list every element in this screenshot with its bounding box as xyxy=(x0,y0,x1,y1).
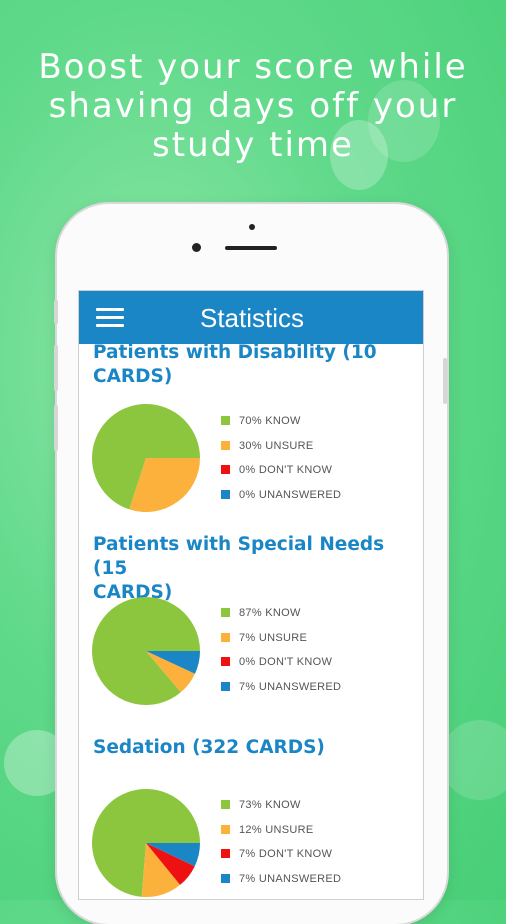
pie-slice-unsure xyxy=(146,651,195,693)
deck-title[interactable]: Patients with Special Needs (15 CARDS) xyxy=(93,533,413,605)
legend-swatch xyxy=(221,489,230,499)
legend-swatch xyxy=(221,800,230,809)
legend-label: 0% UNANSWERED xyxy=(239,488,342,501)
pie-slice-unsure xyxy=(129,458,200,512)
headline-line: study time xyxy=(152,125,354,165)
legend-swatch xyxy=(221,440,230,450)
pie-slice-know xyxy=(91,789,200,897)
app-screen: Statistics Patients with Disability (10 … xyxy=(78,290,424,900)
legend-label: 7% DON'T KNOW xyxy=(239,848,333,861)
phone-power-button xyxy=(443,358,447,404)
pie-slice-know xyxy=(91,404,200,510)
front-camera xyxy=(192,243,201,252)
bokeh-light xyxy=(330,120,388,190)
legend-label: 0% DON'T KNOW xyxy=(239,656,333,669)
headline-line: Boost your score while xyxy=(38,47,468,87)
legend-swatch xyxy=(221,416,230,425)
bokeh-light xyxy=(440,720,506,800)
headline-line: shaving days off your xyxy=(48,86,458,126)
deck-title-line: Patients with Special Needs (15 xyxy=(93,534,385,579)
page-title: Statistics xyxy=(199,303,305,333)
phone-volume-down-button xyxy=(54,405,58,451)
legend-label: 7% UNSURE xyxy=(239,631,308,644)
legend-label: 7% UNANSWERED xyxy=(239,680,342,693)
deck-title-line: CARDS) xyxy=(93,366,173,387)
pie-slice-unanswered xyxy=(146,651,200,674)
deck-title[interactable]: Patients with Disability (10 CARDS) xyxy=(93,341,413,389)
pie-slice-unsure xyxy=(141,843,181,897)
deck-pie-chart xyxy=(91,789,200,897)
deck-pie-chart xyxy=(91,404,200,512)
legend-swatch xyxy=(221,608,230,617)
legend-swatch xyxy=(221,657,230,667)
legend-label: 73% KNOW xyxy=(239,799,301,811)
bokeh-light xyxy=(368,80,440,162)
pie-slice-unanswered xyxy=(146,843,200,867)
legend-swatch xyxy=(221,632,230,642)
legend-label: 7% UNANSWERED xyxy=(239,872,342,885)
legend-label: 12% UNSURE xyxy=(239,823,314,836)
phone-side-button xyxy=(54,300,58,324)
deck-pie-chart xyxy=(92,597,200,705)
legend-label: 0% DON'T KNOW xyxy=(239,464,333,477)
deck-title-line: Patients with Disability (10 xyxy=(93,342,377,363)
earpiece-speaker xyxy=(225,246,277,250)
legend-swatch xyxy=(221,681,230,691)
legend-label: 70% KNOW xyxy=(239,415,301,427)
phone-volume-up-button xyxy=(54,345,58,391)
legend-label: 87% KNOW xyxy=(239,607,301,619)
pie-slice-dont-know xyxy=(146,843,195,885)
legend-swatch xyxy=(221,849,230,859)
app-bar: Statistics xyxy=(79,291,423,344)
proximity-sensor xyxy=(249,224,255,230)
deck-title[interactable]: Sedation (322 CARDS) xyxy=(93,736,413,760)
deck-title-line: Sedation (322 CARDS) xyxy=(93,737,325,758)
legend-swatch xyxy=(221,824,230,834)
promo-headline: Boost your score while shaving days off … xyxy=(0,48,506,165)
legend-label: 30% UNSURE xyxy=(239,439,314,452)
legend-swatch xyxy=(221,465,230,475)
hamburger-menu-icon[interactable] xyxy=(96,308,124,328)
legend-swatch xyxy=(221,873,230,883)
